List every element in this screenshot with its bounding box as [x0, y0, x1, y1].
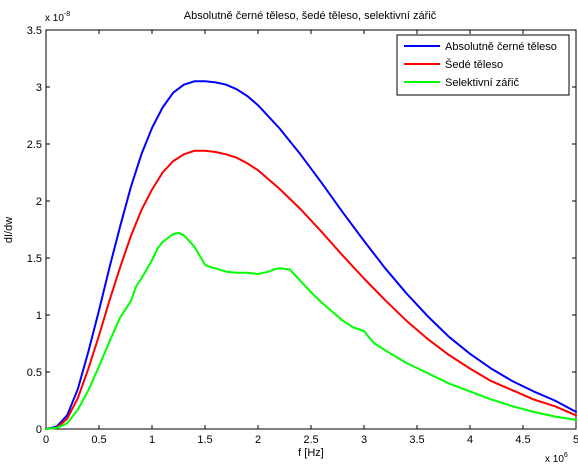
x-tick-label: 2	[255, 434, 261, 446]
axis-ticks: 0 0.5 1 1.5 2 2.5 3 3.5 4 4.5 5 0 0.5 1 1.5 2 2.5 3 3.5	[27, 25, 578, 446]
legend-label-blackbody: Absolutně černé těleso	[445, 41, 557, 53]
y-tick-label: 1.5	[27, 253, 42, 265]
y-tick-label: 0.5	[27, 367, 42, 379]
y-axis-label: dI/dw	[3, 217, 15, 243]
x-tick-label: 4.5	[515, 434, 530, 446]
x-tick-label: 3.5	[409, 434, 424, 446]
series-lines	[45, 80, 577, 430]
x-exponent-power: 6	[564, 452, 568, 459]
x-tick-label: 0	[43, 434, 49, 446]
y-tick-label: 0	[36, 424, 42, 436]
legend-label-selective: Selektivní zářič	[445, 77, 519, 89]
x-tick-label: 4	[467, 434, 473, 446]
y-tick-label: 2	[36, 196, 42, 208]
y-tick-label: 2.5	[27, 139, 42, 151]
y-tick-label: 3.5	[27, 25, 42, 37]
x-tick-label: 2.5	[303, 434, 318, 446]
series-line-blackbody	[45, 80, 577, 430]
x-exponent-label: x 106	[545, 452, 568, 465]
x-tick-label: 1.5	[197, 434, 212, 446]
x-tick-label: 3	[361, 434, 367, 446]
x-tick-label: 0.5	[91, 434, 106, 446]
y-exponent-label: x 10-8	[45, 11, 70, 24]
legend: Absolutně černé těleso Šedé těleso Selek…	[396, 34, 570, 96]
x-tick-label: 5	[573, 434, 578, 446]
series-line-graybody	[45, 149, 577, 430]
legend-label-graybody: Šedé těleso	[445, 58, 503, 71]
chart-title: Absolutně černé těleso, šedé těleso, sel…	[184, 10, 437, 22]
x-axis-label: f [Hz]	[298, 447, 324, 459]
x-tick-label: 1	[149, 434, 155, 446]
y-exponent-power: -8	[64, 11, 70, 18]
y-tick-label: 1	[36, 310, 42, 322]
y-tick-label: 3	[36, 82, 42, 94]
series-line-selective	[45, 231, 577, 430]
